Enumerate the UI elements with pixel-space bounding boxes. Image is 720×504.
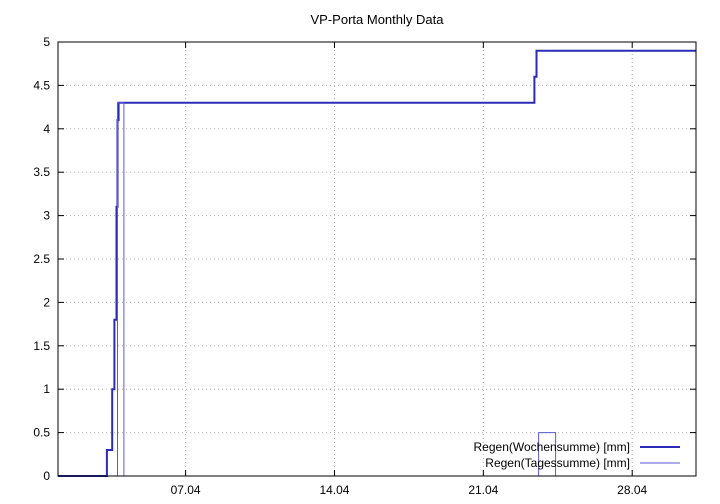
y-tick-label: 4.5 bbox=[33, 78, 50, 92]
series-line-1 bbox=[58, 49, 696, 477]
y-tick-label: 3.5 bbox=[33, 165, 50, 179]
x-tick-label: 14.04 bbox=[319, 483, 349, 497]
y-tick-label: 3 bbox=[43, 209, 50, 223]
chart-title: VP-Porta Monthly Data bbox=[311, 12, 445, 27]
x-tick-label: 07.04 bbox=[171, 483, 201, 497]
y-tick-label: 1.5 bbox=[33, 339, 50, 353]
y-tick-label: 0 bbox=[43, 469, 50, 483]
y-tick-label: 1 bbox=[43, 382, 50, 396]
legend-label-wochensumme: Regen(Wochensumme) [mm] bbox=[474, 440, 631, 454]
y-tick-label: 0.5 bbox=[33, 426, 50, 440]
plot-frame bbox=[57, 41, 697, 477]
x-tick-label: 28.04 bbox=[617, 483, 647, 497]
x-tick-label: 21.04 bbox=[468, 483, 498, 497]
series-line-2 bbox=[117, 102, 557, 477]
ticks-layer: 0 0.5 1 1.5 2 2.5 3 3.5 4 4.5 5 07.04 14.04 21.04 28.0… bbox=[33, 35, 696, 497]
legend-label-tagessumme: Regen(Tagessumme) [mm] bbox=[485, 456, 630, 470]
legend: Regen(Wochensumme) [mm] Regen(Tagessumme… bbox=[474, 440, 680, 470]
y-tick-label: 4 bbox=[43, 122, 50, 136]
y-tick-label: 2.5 bbox=[33, 252, 50, 266]
series-layer bbox=[58, 49, 696, 477]
y-tick-label: 2 bbox=[43, 295, 50, 309]
y-tick-label: 5 bbox=[43, 35, 50, 49]
grid-layer bbox=[58, 42, 696, 476]
